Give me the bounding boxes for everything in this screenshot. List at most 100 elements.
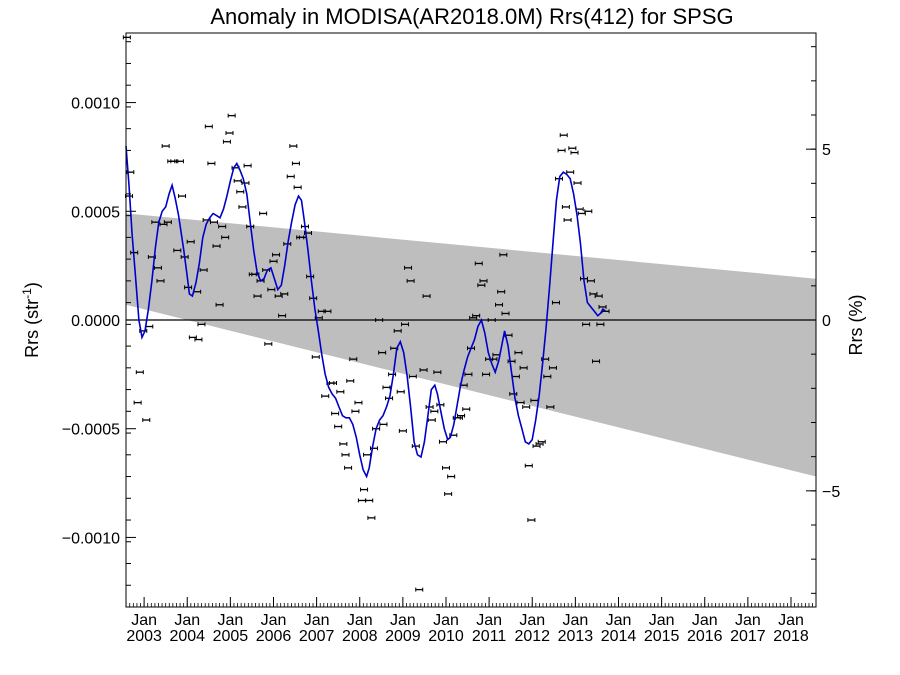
data-point — [133, 400, 142, 405]
y-right-tick-label: −5 — [822, 484, 840, 501]
x-tick-year: 2017 — [730, 628, 766, 645]
x-tick-month: Jan — [390, 612, 416, 629]
x-tick-month: Jan — [217, 612, 243, 629]
data-point — [346, 378, 355, 383]
data-point — [559, 133, 568, 138]
data-point — [419, 368, 428, 373]
data-point — [286, 174, 295, 179]
data-point — [501, 311, 510, 316]
x-tick-month: Jan — [476, 612, 502, 629]
x-tick-month: Jan — [649, 612, 675, 629]
data-point — [477, 283, 486, 288]
data-point — [589, 291, 598, 296]
y-tick-label: −0.0010 — [62, 530, 120, 547]
data-point — [546, 404, 555, 409]
data-point — [444, 491, 453, 496]
data-point — [462, 407, 471, 412]
data-point — [438, 439, 447, 444]
data-point — [415, 587, 424, 592]
y-axis-left-label-text: Rrs (str — [22, 299, 42, 358]
data-point — [336, 389, 345, 394]
data-point — [331, 411, 340, 416]
x-axis-ticks: Jan2003Jan2004Jan2005Jan2006Jan2007Jan20… — [125, 597, 813, 645]
x-tick-year: 2018 — [773, 628, 809, 645]
y-right-tick-label: 5 — [822, 142, 831, 159]
data-point — [398, 428, 407, 433]
data-point — [393, 328, 402, 333]
x-tick-year: 2011 — [472, 628, 507, 645]
smoothed-line-path — [125, 146, 607, 479]
data-point — [311, 354, 320, 359]
band-area — [126, 213, 816, 477]
y-tick-label: 0.0010 — [71, 96, 120, 113]
data-point — [497, 289, 506, 294]
data-point — [586, 278, 595, 283]
data-point — [215, 302, 224, 307]
data-point — [156, 278, 165, 283]
data-point — [188, 335, 197, 340]
y-axis-left-label: Rrs (str-1) — [20, 282, 42, 358]
data-point — [360, 487, 369, 492]
data-point — [272, 252, 281, 257]
x-tick-month: Jan — [778, 612, 804, 629]
data-point — [582, 322, 591, 327]
data-point — [135, 370, 144, 375]
data-point — [524, 463, 533, 468]
data-point — [351, 409, 360, 414]
data-point — [594, 294, 603, 299]
data-point — [487, 318, 496, 322]
data-point — [321, 394, 330, 399]
x-tick-month: Jan — [606, 612, 632, 629]
data-point — [197, 322, 206, 327]
data-point — [267, 287, 276, 292]
x-tick-year: 2012 — [514, 628, 550, 645]
y-axis-left-label-sup: -1 — [20, 288, 34, 299]
data-point — [499, 252, 508, 257]
data-point — [378, 350, 387, 355]
data-point — [207, 161, 216, 166]
data-point — [422, 294, 431, 299]
data-point — [570, 150, 579, 155]
x-tick-month: Jan — [131, 612, 157, 629]
data-point — [566, 170, 575, 175]
x-tick-year: 2010 — [428, 628, 464, 645]
x-tick-month: Jan — [433, 612, 459, 629]
x-tick-month: Jan — [519, 612, 545, 629]
data-point — [163, 220, 172, 225]
x-tick-year: 2013 — [558, 628, 594, 645]
x-tick-year: 2014 — [601, 628, 637, 645]
data-point — [173, 248, 182, 253]
data-point — [527, 518, 536, 523]
data-point — [323, 309, 332, 314]
data-point — [153, 265, 162, 270]
data-point — [161, 144, 170, 149]
data-point — [225, 131, 234, 136]
data-point — [122, 35, 131, 40]
data-point — [543, 374, 552, 379]
x-tick-year: 2016 — [687, 628, 723, 645]
data-point — [548, 365, 557, 370]
data-point — [441, 465, 450, 470]
data-point — [592, 359, 601, 364]
data-point — [447, 474, 456, 479]
data-point — [212, 244, 221, 249]
x-tick-year: 2003 — [126, 628, 162, 645]
data-point — [522, 404, 531, 409]
data-point — [209, 220, 218, 225]
data-point — [507, 359, 516, 364]
data-point — [236, 189, 245, 194]
data-point — [596, 322, 605, 327]
x-tick-month: Jan — [174, 612, 200, 629]
data-point — [474, 261, 483, 266]
data-point — [243, 163, 252, 168]
chart-title: Anomaly in MODISA(AR2018.0M) Rrs(412) fo… — [210, 4, 733, 29]
data-point — [509, 391, 518, 396]
x-tick-month: Jan — [735, 612, 761, 629]
data-point — [472, 313, 481, 318]
data-point — [575, 207, 584, 212]
data-point — [194, 337, 203, 342]
data-point — [464, 372, 473, 377]
data-point — [367, 515, 376, 520]
data-point — [227, 113, 236, 118]
data-point — [264, 341, 273, 346]
